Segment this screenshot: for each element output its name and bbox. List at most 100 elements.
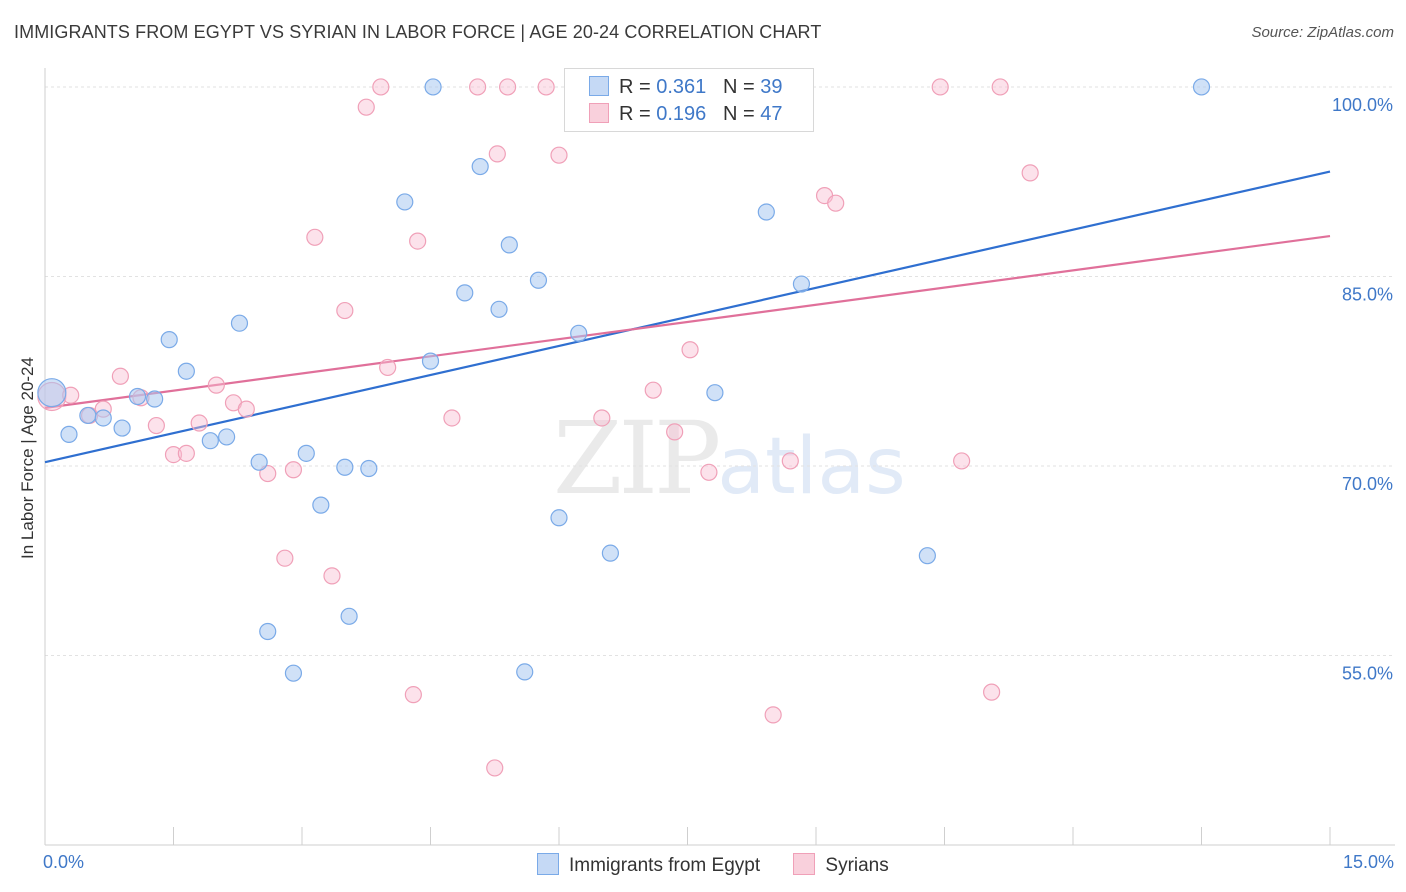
legend-item-egypt[interactable]: Immigrants from Egypt (537, 853, 760, 877)
axes (44, 68, 1395, 846)
point-egypt (550, 509, 568, 527)
chart-title: IMMIGRANTS FROM EGYPT VS SYRIAN IN LABOR… (14, 22, 822, 42)
point-egypt (706, 384, 724, 402)
point-syrians (1021, 164, 1039, 182)
point-syrians (593, 409, 611, 427)
x-tick-label-max: 15.0% (1342, 852, 1394, 872)
watermark-atlas: atlas (717, 422, 906, 512)
source-label: Source: ZipAtlas.com (1251, 24, 1394, 41)
point-egypt (396, 193, 414, 211)
legend-row-egypt: R = 0.361 N = 39 (589, 76, 782, 98)
point-syrians (537, 78, 555, 96)
point-egypt (360, 459, 378, 478)
point-egypt (336, 458, 354, 476)
point-syrians (499, 78, 517, 96)
point-egypt (421, 352, 440, 370)
y-tick-label: 55.0% (1342, 663, 1393, 683)
stats-legend: R = 0.361 N = 39 R = 0.196 N = 47 (564, 68, 814, 132)
point-egypt (128, 387, 147, 406)
point-syrians (372, 78, 390, 96)
legend-r-label: R = (619, 76, 657, 98)
point-syrians (207, 376, 225, 394)
legend-r-value: 0.196 (656, 103, 707, 125)
point-syrians (991, 78, 1009, 96)
point-syrians (147, 416, 165, 435)
point-syrians (276, 549, 294, 567)
y-tick-labels: 100.0% 85.0% 70.0% 55.0% (1332, 95, 1393, 684)
point-egypt (60, 425, 78, 443)
point-syrians (404, 686, 422, 704)
point-syrians (700, 463, 718, 481)
point-egypt (500, 236, 518, 254)
trend-lines (44, 170, 1331, 464)
point-egypt (37, 378, 67, 408)
legend-label-egypt: Immigrants from Egypt (569, 855, 761, 876)
point-egypt (601, 544, 620, 562)
point-syrians (177, 444, 195, 462)
point-egypt (456, 284, 474, 302)
point-egypt (424, 78, 442, 96)
point-egypt (471, 157, 489, 176)
point-syrians (953, 452, 971, 470)
point-syrians (827, 194, 845, 212)
y-axis-label: In Labor Force | Age 20-24 (18, 357, 37, 559)
point-syrians (486, 759, 504, 777)
series-legend: Immigrants from Egypt Syrians (537, 853, 917, 877)
trend-line-egypt (44, 170, 1331, 464)
legend-swatch-egypt (589, 76, 609, 96)
point-egypt (218, 428, 236, 446)
legend-n-label: N = (722, 103, 761, 125)
point-egypt (79, 406, 97, 425)
point-syrians (237, 400, 255, 418)
point-egypt (570, 324, 588, 342)
point-syrians (336, 301, 354, 320)
point-syrians (644, 381, 662, 399)
point-syrians (306, 228, 324, 246)
point-syrians (164, 446, 183, 464)
point-egypt (94, 409, 112, 427)
point-syrians (409, 232, 427, 250)
point-syrians (323, 567, 341, 585)
point-syrians (443, 409, 461, 427)
y-tick-label: 85.0% (1342, 284, 1393, 304)
data-points (37, 78, 1211, 777)
legend-swatch-egypt (537, 853, 559, 875)
point-egypt (259, 622, 277, 641)
point-egypt (201, 432, 219, 450)
point-syrians (111, 367, 129, 385)
point-egypt (516, 663, 534, 681)
legend-n-value: 47 (760, 103, 783, 125)
point-syrians (488, 145, 506, 163)
point-egypt (792, 275, 811, 293)
legend-item-syrians[interactable]: Syrians (793, 853, 889, 877)
point-egypt (490, 300, 508, 318)
y-tick-label: 100.0% (1332, 95, 1393, 115)
point-syrians (190, 414, 208, 432)
point-egypt (1192, 78, 1211, 96)
point-syrians (469, 78, 487, 96)
point-egypt (529, 271, 548, 289)
x-tick-label-min: 0.0% (43, 852, 85, 872)
point-egypt (160, 331, 178, 349)
legend-n-label: N = (722, 76, 761, 98)
point-egypt (284, 664, 303, 682)
point-syrians (259, 464, 277, 483)
point-syrians (983, 683, 1001, 701)
point-syrians (550, 146, 568, 164)
legend-swatch-syrians (589, 103, 609, 123)
watermark: ZIPatlas (553, 400, 906, 517)
legend-r-label: R = (619, 103, 657, 125)
legend-label-syrians: Syrians (825, 855, 889, 876)
point-egypt (177, 362, 195, 380)
point-egypt (250, 453, 268, 471)
watermark-zip: ZIP (553, 400, 721, 517)
point-egypt (230, 314, 249, 332)
legend-row-syrians: R = 0.196 N = 47 (589, 103, 782, 125)
point-syrians (931, 78, 949, 96)
point-syrians (284, 461, 303, 479)
point-egypt (757, 203, 775, 221)
point-syrians (379, 358, 397, 377)
legend-n-value: 39 (760, 76, 783, 98)
point-syrians (681, 341, 699, 359)
